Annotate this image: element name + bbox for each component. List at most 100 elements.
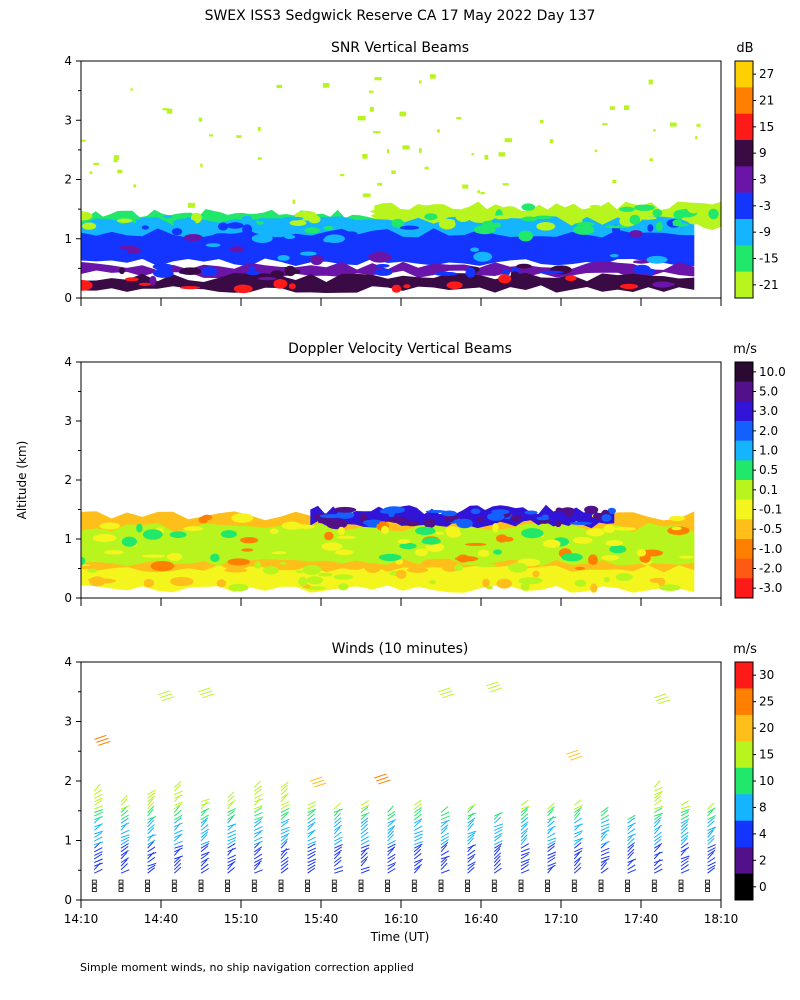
wind-barb	[333, 820, 342, 828]
wind-barb	[627, 833, 637, 838]
snr-speckle	[589, 204, 601, 209]
doppler-speckle	[210, 553, 220, 562]
snr-sparse-echo	[419, 148, 422, 153]
wind-barb	[680, 800, 689, 806]
doppler-speckle	[470, 508, 481, 515]
wind-barb	[707, 826, 717, 831]
snr-speckle	[179, 267, 202, 276]
wind-barb	[627, 851, 634, 860]
snr-sparse-echo	[374, 77, 382, 81]
wind-barb	[707, 864, 716, 871]
snr-sparse-echo	[437, 129, 440, 133]
doppler-speckle	[603, 524, 616, 533]
doppler-y-tick-label: 1	[64, 532, 72, 546]
wind-barb	[227, 839, 236, 846]
doppler-speckle	[81, 557, 86, 565]
doppler-speckle	[379, 509, 391, 514]
wind-barb	[333, 856, 342, 863]
wind-calm-marker	[651, 879, 657, 884]
wind-barb	[707, 843, 716, 849]
doppler-colorbar-swatch	[735, 558, 753, 579]
doppler-speckle	[335, 549, 354, 556]
wind-barb	[120, 857, 129, 863]
snr-colorbar-label: 9	[759, 146, 767, 160]
wind-barb	[440, 819, 450, 824]
doppler-speckle	[561, 553, 583, 562]
wind-barb	[627, 848, 635, 856]
snr-speckle	[656, 221, 663, 232]
wind-barb	[467, 812, 477, 817]
doppler-speckle	[359, 513, 368, 522]
wind-barb	[387, 856, 396, 863]
wind-barb	[334, 866, 343, 871]
doppler-speckle	[605, 540, 624, 547]
wind-barb	[414, 806, 422, 813]
wind-barb	[200, 851, 210, 856]
wind-calm-marker	[118, 883, 124, 888]
wind-barb	[280, 856, 289, 863]
wind-barb	[254, 853, 263, 860]
snr-sparse-echo	[653, 129, 656, 132]
snr-speckle	[288, 283, 296, 290]
wind-barb	[173, 859, 181, 867]
wind-barb	[493, 863, 502, 871]
wind-calm-marker	[225, 888, 231, 892]
snr-sparse-echo	[162, 108, 170, 111]
wind-barb-isolated	[160, 693, 173, 699]
snr-speckle	[688, 219, 703, 225]
wind-barb-isolated	[314, 782, 327, 788]
wind-barb	[280, 838, 289, 846]
snr-sparse-echo	[373, 131, 381, 134]
wind-barb	[334, 824, 342, 831]
wind-calm-marker	[545, 883, 550, 888]
wind-barb	[173, 781, 182, 788]
wind-barb	[94, 797, 103, 803]
wind-barb	[147, 801, 155, 810]
wind-barb	[387, 863, 396, 871]
wind-barb	[174, 794, 183, 799]
snr-speckle	[539, 270, 564, 274]
wind-barb	[520, 837, 528, 846]
wind-barb	[334, 836, 343, 842]
doppler-speckle	[649, 577, 665, 584]
wind-barb	[173, 809, 182, 817]
wind-calm-marker	[171, 879, 177, 884]
winds-panel-title: Winds (10 minutes)	[332, 641, 469, 657]
doppler-colorbar-swatch	[735, 401, 753, 422]
wind-barb	[440, 839, 449, 846]
snr-speckle	[218, 222, 229, 231]
doppler-speckle	[302, 564, 322, 575]
doppler-speckle	[396, 569, 407, 579]
snr-speckle	[289, 219, 307, 226]
wind-barb	[547, 840, 556, 846]
wind-calm-marker	[225, 883, 231, 888]
wind-barb	[280, 851, 288, 860]
wind-barb	[520, 861, 530, 867]
wind-barb	[387, 819, 397, 824]
wind-barb	[520, 813, 529, 821]
wind-barb	[360, 831, 369, 838]
doppler-speckle	[150, 561, 175, 572]
wind-barb	[387, 833, 394, 842]
wind-calm-marker	[358, 883, 364, 888]
wind-barb	[280, 848, 290, 853]
doppler-colorbar-label: -3.0	[759, 581, 782, 595]
wind-barb	[280, 807, 290, 813]
snr-speckle	[619, 206, 635, 212]
wind-barb	[94, 858, 103, 863]
snr-layer-mid-boundary-layer	[81, 228, 695, 267]
doppler-speckle	[659, 584, 681, 591]
wind-barb	[627, 844, 635, 853]
snr-sparse-echo	[649, 158, 653, 161]
snr-speckle	[141, 225, 149, 230]
wind-barb	[307, 847, 317, 853]
wind-barb	[520, 843, 530, 849]
wind-barb	[440, 869, 450, 874]
wind-barb	[627, 869, 637, 874]
wind-barb	[520, 805, 530, 810]
wind-barb	[440, 844, 448, 853]
doppler-y-tick-label: 2	[64, 473, 72, 487]
snr-sparse-echo	[93, 162, 99, 165]
doppler-speckle	[555, 520, 562, 528]
wind-barb	[494, 843, 503, 849]
